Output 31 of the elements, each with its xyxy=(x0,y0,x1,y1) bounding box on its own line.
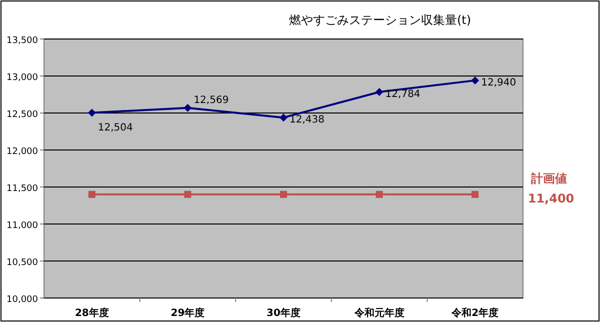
x-tick-label: 令和元年度 xyxy=(353,307,404,319)
x-tick-label: 28年度 xyxy=(74,307,109,319)
point xyxy=(280,114,288,122)
point xyxy=(280,190,287,198)
y-tick-label: 13,000 xyxy=(6,73,38,83)
y-tick-label: 12,000 xyxy=(6,147,38,157)
point xyxy=(88,108,96,117)
chart-title: 燃やすごみステーション収集量(t) xyxy=(288,13,472,27)
point xyxy=(184,104,192,112)
y-tick-label: 11,000 xyxy=(6,221,38,231)
x-tick-label: 令和2年度 xyxy=(450,307,499,319)
y-tick-label: 11,500 xyxy=(6,184,38,194)
y-tick-label: 12,500 xyxy=(6,110,38,120)
text: 計画値 xyxy=(530,171,567,186)
y-tick-label: 13,500 xyxy=(6,36,38,46)
data-label: 12,504 xyxy=(98,122,133,134)
x-tick-label: 29年度 xyxy=(170,307,205,319)
x-tick-label: 30年度 xyxy=(266,307,300,319)
data-label: 12,940 xyxy=(481,77,516,88)
point xyxy=(471,76,480,84)
data-label: 12,438 xyxy=(290,114,324,126)
y-tick-label: 10,000 xyxy=(6,295,38,305)
y-tick-label: 10,500 xyxy=(6,258,38,268)
point xyxy=(472,190,479,198)
text: 11,400 xyxy=(528,191,574,206)
point xyxy=(375,88,384,96)
point xyxy=(184,190,192,198)
data-label: 12,569 xyxy=(194,94,229,106)
point xyxy=(88,190,96,198)
data-label: 12,784 xyxy=(385,88,420,100)
point xyxy=(376,190,383,198)
